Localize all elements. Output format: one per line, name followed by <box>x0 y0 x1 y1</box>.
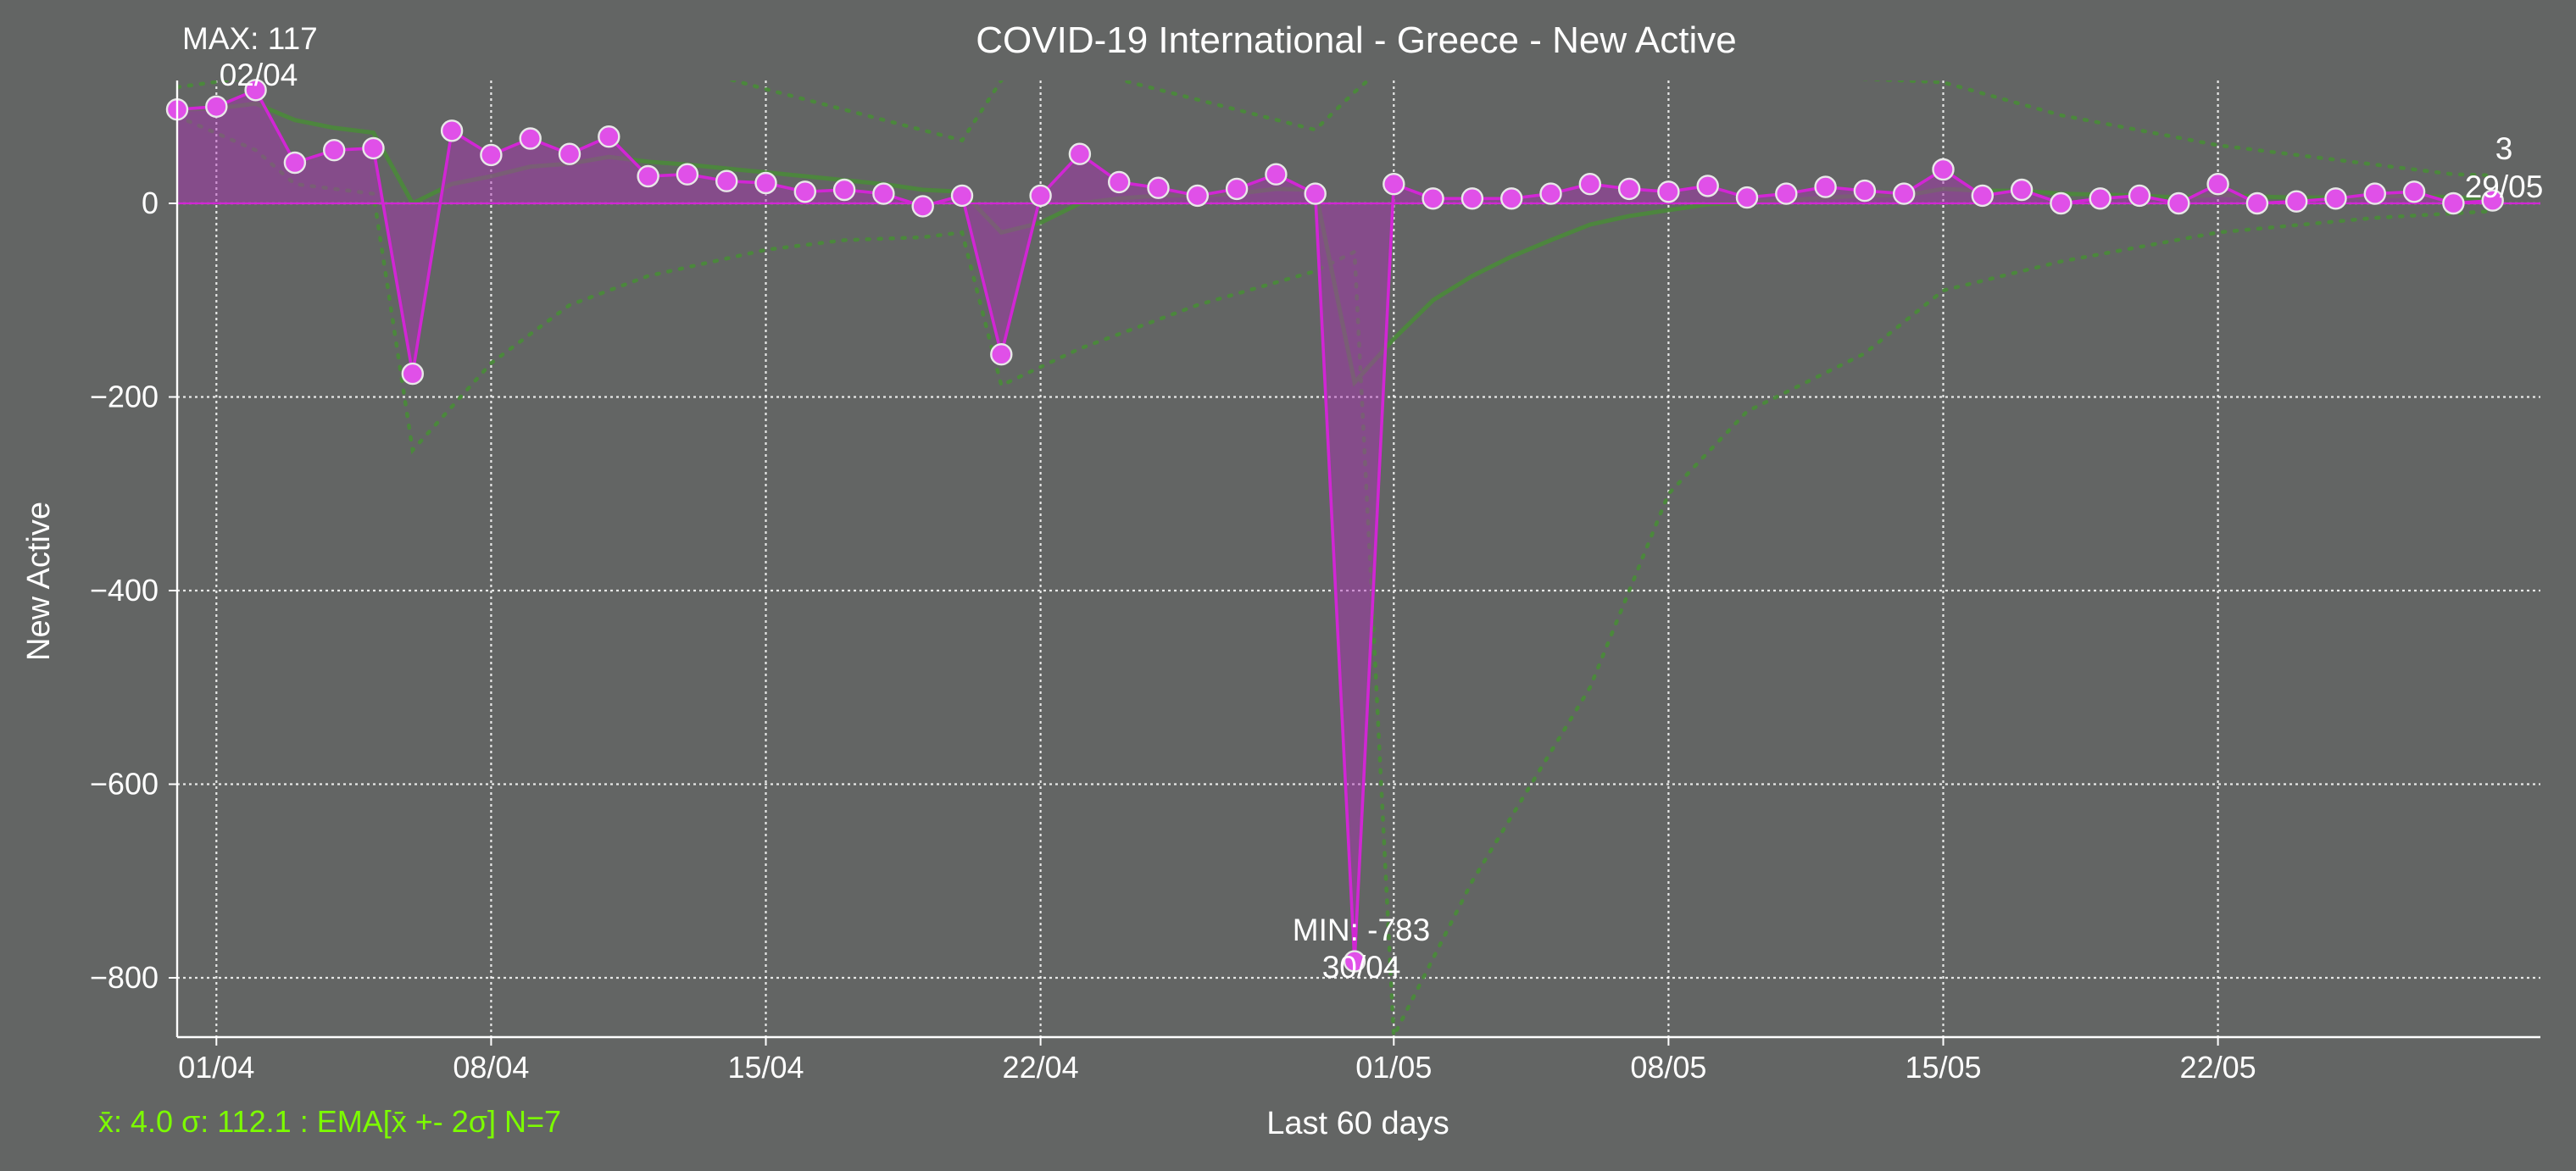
data-point <box>1186 184 1210 208</box>
data-point <box>637 164 659 188</box>
x-tick-label: 01/04 <box>178 1050 254 1085</box>
data-point <box>401 362 424 386</box>
y-tick-label: −800 <box>90 960 159 995</box>
data-point <box>2167 191 2190 215</box>
y-axis-title: New Active <box>21 502 57 661</box>
data-point <box>950 184 974 208</box>
data-point <box>2402 180 2426 203</box>
data-point <box>1657 180 1680 203</box>
data-point <box>1107 170 1131 194</box>
data-point <box>1578 172 1602 196</box>
min-annotation-date: 30/04 <box>1322 950 1401 985</box>
data-point <box>1460 187 1484 210</box>
data-point <box>362 136 385 160</box>
data-point <box>2050 191 2072 215</box>
data-point <box>1499 187 1523 210</box>
series-area-fill <box>177 90 2493 962</box>
data-point <box>754 171 777 195</box>
data-point <box>2284 190 2308 213</box>
chart-title: COVID-19 International - Greece - New Ac… <box>976 19 1736 61</box>
ema-lower-band-line <box>177 114 2495 1037</box>
last-annotation-date: 29/05 <box>2465 169 2544 204</box>
last-annotation-value: 3 <box>2495 131 2513 166</box>
data-point <box>244 79 267 102</box>
data-point <box>990 343 1013 366</box>
data-point <box>2442 191 2465 215</box>
max-annotation-date: 02/04 <box>220 58 298 92</box>
data-point <box>1147 176 1170 199</box>
data-point <box>2128 184 2151 208</box>
ema-upper-band-line <box>177 80 2495 178</box>
data-point <box>872 182 895 205</box>
data-point <box>1029 184 1052 208</box>
x-tick-label: 15/04 <box>727 1050 804 1085</box>
x-tick-label: 15/05 <box>1905 1050 1981 1085</box>
data-point <box>519 127 542 150</box>
min-annotation-value: MIN: -783 <box>1293 913 1430 947</box>
x-tick-label: 01/05 <box>1355 1050 1432 1085</box>
data-point <box>1814 175 1837 198</box>
data-point <box>558 142 581 165</box>
data-point <box>1775 182 1798 205</box>
data-point <box>1971 184 1995 208</box>
max-annotation-value: MAX: 117 <box>182 21 318 56</box>
data-point <box>1304 182 1327 205</box>
data-point <box>1696 175 1719 197</box>
data-point <box>1383 172 1405 196</box>
data-point <box>2245 191 2269 215</box>
data-point <box>1343 950 1366 973</box>
y-tick-label: −600 <box>90 767 159 802</box>
data-point <box>283 151 307 175</box>
data-point <box>2089 187 2111 210</box>
y-tick-label: −200 <box>90 380 159 414</box>
data-point <box>2206 172 2229 196</box>
data-point <box>2363 182 2387 205</box>
data-point <box>793 180 816 203</box>
data-point <box>911 195 934 218</box>
data-point <box>1617 177 1641 201</box>
data-point <box>1539 182 1562 205</box>
data-point <box>205 95 228 119</box>
data-point <box>1265 163 1288 186</box>
data-point <box>2324 187 2347 210</box>
data-point <box>1068 142 1092 165</box>
data-point <box>1892 182 1916 205</box>
data-point <box>832 178 856 202</box>
data-point <box>440 119 464 142</box>
x-axis-title: Last 60 days <box>1266 1106 1449 1141</box>
data-point <box>480 143 503 167</box>
x-tick-label: 08/04 <box>453 1050 529 1085</box>
x-tick-label: 08/05 <box>1630 1050 1706 1085</box>
data-point <box>1225 177 1249 201</box>
data-point <box>2010 178 2034 202</box>
data-point <box>598 125 620 148</box>
stats-legend-text: x̄: 4.0 σ: 112.1 : EMA[x̄ +- 2σ] N=7 <box>98 1104 561 1139</box>
data-point <box>1853 179 1877 203</box>
y-tick-label: −400 <box>90 573 159 608</box>
data-point <box>1735 186 1759 209</box>
y-tick-label: 0 <box>142 186 159 220</box>
x-tick-label: 22/04 <box>1003 1050 1079 1085</box>
data-point <box>715 169 738 192</box>
data-point <box>2481 189 2504 212</box>
data-point <box>676 163 699 186</box>
data-point <box>1932 158 1955 181</box>
x-tick-label: 22/05 <box>2180 1050 2256 1085</box>
data-point <box>1422 187 1444 210</box>
data-point <box>323 138 346 162</box>
